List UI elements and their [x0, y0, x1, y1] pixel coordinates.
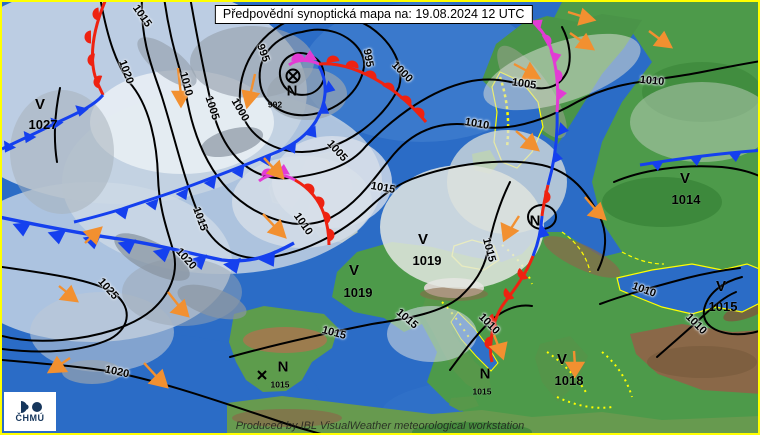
pressure-center-low: N	[529, 212, 541, 230]
wind-arrow-icon	[500, 215, 521, 243]
wind-arrow-icon	[263, 157, 285, 180]
chmu-logo: ČHMÚ	[4, 392, 56, 431]
wind-arrow-icon	[167, 291, 190, 318]
wind-arrow-icon	[262, 213, 287, 239]
instability-arrows	[46, 7, 674, 389]
wind-arrow-icon	[143, 362, 169, 389]
wind-arrow-icon	[513, 61, 542, 80]
isobar-label: 1010	[639, 73, 665, 89]
pressure-center-low: N 1015	[472, 365, 492, 397]
map-title-box: Předpovědní synoptická mapa na: 19.08.20…	[214, 5, 533, 24]
chmu-logo-text: ČHMÚ	[15, 413, 45, 423]
pressure-center-high: V 1019	[343, 262, 373, 300]
pressure-center-low: N 1015	[270, 358, 290, 390]
wind-arrow-icon	[46, 355, 71, 374]
pressure-center-high: V 1018	[554, 351, 584, 388]
front-atlantic-low	[73, 50, 428, 224]
wind-arrow-icon	[567, 7, 597, 26]
wind-arrow-icon	[58, 284, 79, 303]
pressure-center-high: V 1019	[412, 231, 442, 268]
wind-arrow-icon	[170, 67, 192, 109]
wind-arrow-icon	[515, 130, 540, 152]
pressure-center-low: N 992	[267, 82, 298, 110]
pressure-center-high: V 1027	[28, 96, 58, 132]
wind-arrow-icon	[648, 30, 674, 49]
land-africa	[227, 396, 758, 433]
sea-black	[616, 263, 758, 315]
low-center-cross-icon	[285, 68, 301, 84]
wind-arrow-icon	[488, 334, 508, 361]
chmu-logo-icon	[21, 401, 42, 413]
credit-line: Produced by IBL VisualWeather meteorolog…	[235, 420, 525, 432]
land-sicily	[449, 396, 479, 411]
low-center-x-icon	[257, 370, 267, 380]
pressure-center-high: V 1015	[708, 278, 738, 314]
map-title: Předpovědní synoptická mapa na: 19.08.20…	[222, 7, 525, 21]
wind-arrow-icon	[564, 350, 586, 379]
wind-arrow-icon	[584, 196, 607, 221]
low-center-marks	[257, 68, 301, 380]
wind-arrow-icon	[569, 32, 596, 51]
front-south-atlantic	[2, 215, 295, 277]
pressure-center-high: V 1014	[671, 170, 701, 207]
front-northwest	[2, 2, 107, 157]
front-east	[639, 148, 758, 172]
wind-arrow-icon	[82, 226, 103, 246]
wind-arrow-icon	[241, 73, 261, 110]
